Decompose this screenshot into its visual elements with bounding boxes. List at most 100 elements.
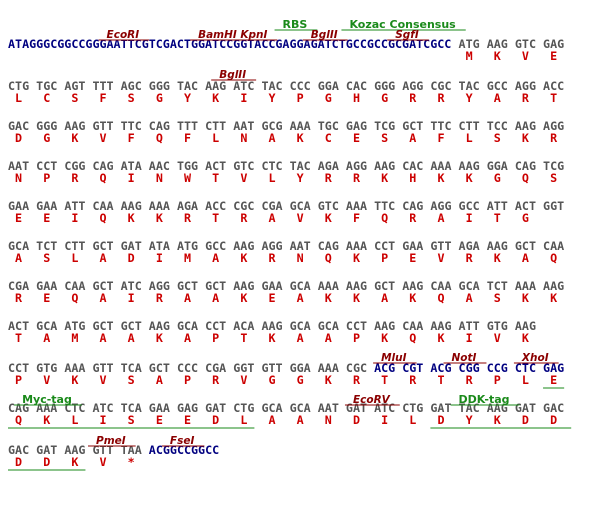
codon: GCC: [487, 79, 508, 93]
codon: GAG: [177, 401, 198, 415]
amino-acid: Q: [325, 251, 332, 265]
amino-acid: Y: [184, 91, 191, 105]
codon: AAG: [487, 37, 508, 51]
codon: ACG: [374, 361, 395, 375]
amino-acid: Y: [268, 91, 275, 105]
codon: GCC: [459, 199, 480, 213]
codon: AAA: [64, 361, 85, 375]
amino-acid: G: [494, 171, 501, 185]
codon: CAA: [402, 319, 423, 333]
amino-acid: N: [156, 171, 163, 185]
amino-acid: P: [15, 373, 22, 387]
codon: GGA: [487, 159, 508, 173]
codon: CTT: [64, 239, 85, 253]
amino-acid: V: [100, 373, 107, 387]
codon: GCT: [515, 239, 536, 253]
amino-acid: V: [522, 49, 529, 63]
amino-acid: A: [184, 331, 191, 345]
codon: ATC: [92, 401, 113, 415]
codon: CTT: [205, 119, 226, 133]
amino-acid: D: [353, 413, 360, 427]
amino-acid: E: [409, 251, 416, 265]
codon: GCT: [205, 279, 226, 293]
amino-acid: V: [240, 171, 247, 185]
codon: GAG: [543, 37, 564, 51]
codon: GGG: [36, 119, 57, 133]
amino-acid: A: [297, 291, 304, 305]
codon: ATG: [459, 37, 480, 51]
codon: GAT: [121, 239, 142, 253]
codon: GAG: [543, 361, 564, 375]
codon: CCT: [374, 239, 395, 253]
codon: AAA: [149, 199, 170, 213]
codon: GCA: [290, 279, 311, 293]
amino-acid: Q: [409, 331, 416, 345]
codon: TCT: [487, 279, 508, 293]
amino-acid: K: [522, 331, 529, 345]
codon: GCT: [121, 319, 142, 333]
amino-acid: Y: [466, 413, 473, 427]
codon: TTC: [374, 199, 395, 213]
amino-acid: R: [409, 373, 417, 387]
codon: GAA: [8, 199, 29, 213]
restriction-site: MluI: [381, 352, 407, 364]
codon: CGC: [233, 199, 254, 213]
amino-acid: R: [268, 251, 276, 265]
codon: AAG: [64, 119, 85, 133]
amino-acid: F: [128, 131, 135, 145]
amino-acid: L: [15, 91, 22, 105]
amino-acid: M: [466, 49, 473, 63]
amino-acid: G: [43, 131, 50, 145]
codon: TAC: [459, 79, 480, 93]
amino-acid: S: [494, 291, 501, 305]
codon: AAG: [205, 79, 226, 93]
amino-acid: Q: [71, 291, 78, 305]
amino-acid: P: [494, 373, 501, 387]
codon: GAC: [8, 119, 29, 133]
amino-acid: I: [128, 171, 135, 185]
codon: GTT: [92, 361, 113, 375]
amino-acid: A: [100, 291, 107, 305]
codon: AGA: [318, 159, 339, 173]
amino-acid: I: [128, 291, 135, 305]
amino-acid: G: [268, 373, 275, 387]
codon: AAC: [149, 159, 170, 173]
amino-acid: A: [212, 251, 219, 265]
codon: CCC: [177, 361, 198, 375]
amino-acid: Y: [466, 91, 473, 105]
amino-acid: *: [128, 455, 135, 469]
codon: ATT: [459, 319, 480, 333]
codon: CAC: [402, 159, 423, 173]
amino-acid: C: [325, 131, 332, 145]
amino-acid: R: [156, 291, 164, 305]
amino-acid: T: [15, 331, 22, 345]
codon: GAA: [149, 401, 170, 415]
amino-acid: Q: [15, 413, 22, 427]
amino-acid: G: [156, 91, 163, 105]
codon: GCT: [92, 239, 113, 253]
codon: CTG: [402, 401, 423, 415]
amino-acid: H: [353, 91, 360, 105]
codon: GTC: [233, 159, 254, 173]
amino-acid: K: [43, 413, 50, 427]
amino-acid: Q: [381, 211, 388, 225]
codon: GGT: [543, 199, 564, 213]
codon: GCT: [92, 319, 113, 333]
codon: GCT: [374, 279, 395, 293]
codon: AGG: [515, 79, 536, 93]
codon: ACC: [543, 79, 564, 93]
amino-acid: K: [353, 291, 360, 305]
amino-acid: W: [184, 171, 192, 185]
codon: AAT: [318, 401, 339, 415]
codon: GAT: [36, 443, 57, 457]
amino-acid: L: [212, 131, 219, 145]
amino-acid: V: [297, 211, 304, 225]
amino-acid: C: [43, 91, 50, 105]
codon: AAT: [8, 159, 29, 173]
amino-acid: K: [71, 455, 78, 469]
codon: GTC: [515, 37, 536, 51]
amino-acid: S: [494, 131, 501, 145]
codon: AGT: [64, 79, 85, 93]
codon: GAT: [430, 401, 451, 415]
codon: GTG: [487, 319, 508, 333]
